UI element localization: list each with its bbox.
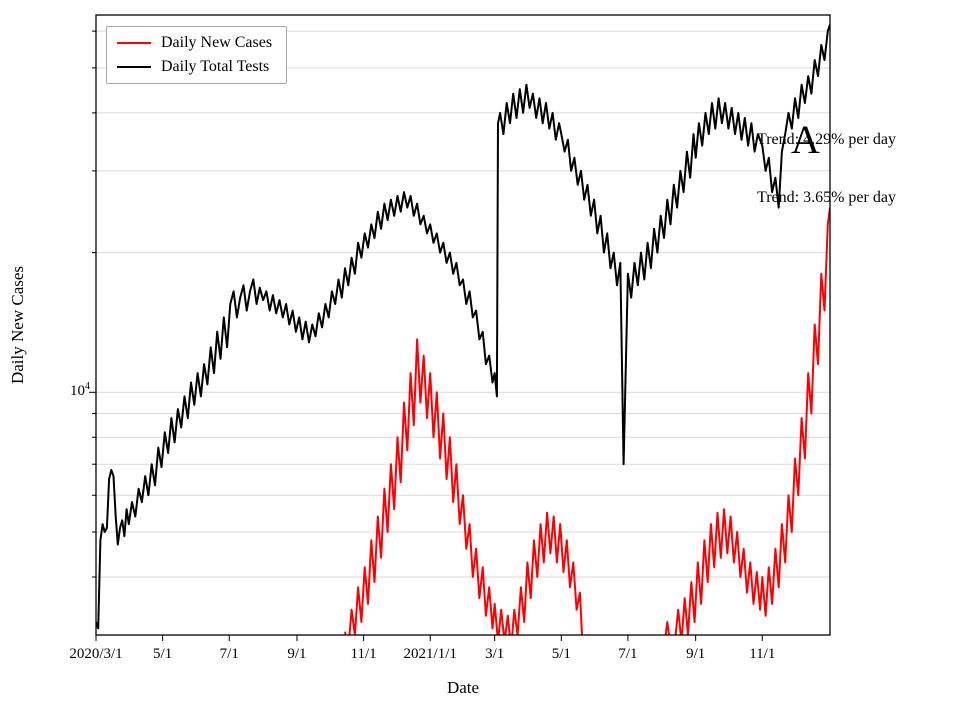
x-tick-label: 2020/3/1 <box>69 646 122 662</box>
legend-entry-daily-total-tests: Daily Total Tests <box>117 58 272 76</box>
x-tick-label: 9/1 <box>287 646 306 662</box>
panel-label-a: A <box>791 117 820 162</box>
series-segment <box>96 24 830 630</box>
axes-frame <box>95 14 831 636</box>
x-tick-label: 7/1 <box>220 646 239 662</box>
trend-annotation-cases: Trend: 3.65% per day <box>757 189 896 206</box>
y-tick-label-1e4: 104 <box>70 381 90 399</box>
legend: Daily New Cases Daily Total Tests <box>106 26 288 84</box>
x-tick-label: 5/1 <box>552 646 571 662</box>
x-tick-label: 7/1 <box>618 646 637 662</box>
y-axis-label: Daily New Cases <box>8 265 27 385</box>
x-tick-label: 11/1 <box>749 646 775 662</box>
series-line-daily-total-tests <box>96 24 830 630</box>
legend-label-daily-total-tests: Daily Total Tests <box>161 58 270 75</box>
black-line-sample-icon <box>117 66 151 68</box>
x-axis-label: Date <box>446 678 480 697</box>
x-tick-label: 2021/1/1 <box>404 646 457 662</box>
x-tick-label: 3/1 <box>485 646 504 662</box>
legend-label-daily-new-cases: Daily New Cases <box>161 34 273 51</box>
trend-annotation-tests: Trend: 4.29% per day <box>757 131 896 148</box>
x-tick-label: 11/1 <box>351 646 377 662</box>
legend-entry-daily-new-cases: Daily New Cases <box>117 34 272 52</box>
x-tick-label: 5/1 <box>153 646 172 662</box>
x-tick-label: 9/1 <box>686 646 705 662</box>
series-segment <box>664 207 830 635</box>
series-line-daily-new-cases <box>344 207 830 635</box>
series-segment <box>344 338 584 635</box>
red-line-sample-icon <box>117 42 151 44</box>
